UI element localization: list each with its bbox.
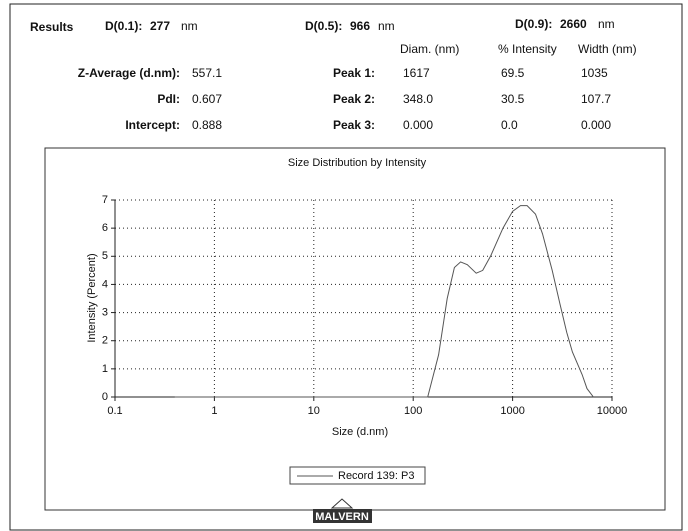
row-value: 557.1 [192,66,222,80]
x-tick-label: 1 [211,405,217,417]
row-label: PdI: [157,92,180,106]
x-axis-label: Size (d.nm) [332,426,388,438]
y-tick-label: 5 [102,250,108,262]
page-frame [9,3,683,531]
d10-unit: nm [181,19,198,33]
legend-box [289,466,426,485]
y-tick-label: 2 [102,335,108,347]
logo: MALVERN [313,498,372,523]
row-label: Intercept: [125,118,180,132]
peak-value: 0.000 [581,118,611,132]
x-tick-label: 100 [404,405,422,417]
d50-value: 966 [350,19,370,33]
row-label: Z-Average (d.nm): [78,66,180,80]
peak-label: Peak 3: [333,118,375,132]
d10-value: 277 [150,19,170,33]
x-tick-label: 0.1 [107,405,122,417]
peak-value: 0.000 [403,118,433,132]
peak-value: 30.5 [501,92,525,106]
d90-label: D(0.9): [515,17,552,31]
peak-value: 107.7 [581,92,611,106]
peak-label: Peak 2: [333,92,375,106]
logo-mark [330,498,354,509]
y-tick-label: 7 [102,194,108,206]
x-tick-label: 10 [308,405,320,417]
peak-label: Peak 1: [333,66,375,80]
x-tick-label: 1000 [500,405,524,417]
y-tick-label: 3 [102,306,108,318]
column-header: Diam. (nm) [400,42,459,56]
peak-value: 69.5 [501,66,525,80]
d90-unit: nm [598,17,615,31]
y-tick-label: 1 [102,363,108,375]
y-tick-label: 0 [102,391,108,403]
logo-text: MALVERN [315,511,369,523]
y-tick-label: 6 [102,222,108,234]
column-header: % Intensity [498,42,557,56]
peak-value: 1035 [581,66,608,80]
d90-value: 2660 [560,17,587,31]
peak-value: 1617 [403,66,430,80]
row-value: 0.607 [192,92,222,106]
results-title: Results [30,20,74,34]
d50-unit: nm [378,19,395,33]
column-header: Width (nm) [578,42,637,56]
chart-frame [44,147,666,511]
x-tick-label: 10000 [597,405,628,417]
d10-label: D(0.1): [105,19,142,33]
logo-plate [313,509,372,523]
legend-label: Record 139: P3 [338,470,414,482]
y-tick-label: 4 [102,278,108,290]
row-value: 0.888 [192,118,222,132]
peak-value: 348.0 [403,92,433,106]
d50-label: D(0.5): [305,19,342,33]
chart-title: Size Distribution by Intensity [288,157,427,169]
data-line [174,205,594,398]
y-axis-label: Intensity (Percent) [86,253,98,342]
peak-value: 0.0 [501,118,518,132]
